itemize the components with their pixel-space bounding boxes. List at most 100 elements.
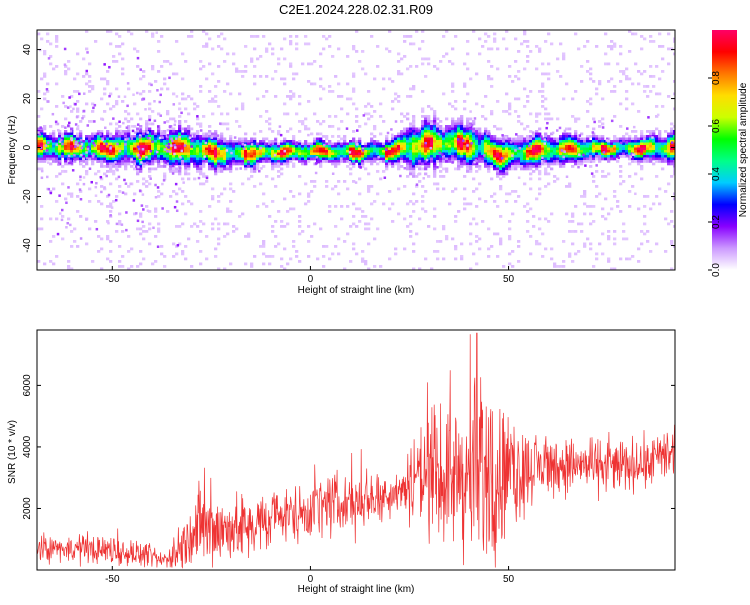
heatmap-cell (370, 185, 374, 188)
heatmap-cell (496, 100, 500, 103)
heatmap-cell (361, 250, 365, 253)
heatmap-cell (178, 107, 182, 111)
heatmap-cell (463, 107, 467, 111)
heatmap-cell (334, 152, 338, 156)
heatmap-cell (583, 145, 587, 148)
heatmap-cell (433, 125, 437, 128)
heatmap-cell (322, 150, 326, 153)
heatmap-cell (469, 157, 473, 161)
heatmap-cell (109, 202, 113, 206)
heatmap-cell (358, 142, 362, 146)
heatmap-cell (529, 130, 533, 133)
heatmap-cell (550, 212, 554, 216)
heatmap-cell (49, 42, 53, 46)
heatmap-cell (586, 40, 590, 43)
heatmap-cell (64, 147, 68, 151)
heatmap-cell (560, 149, 564, 152)
heatmap-cell (652, 132, 656, 136)
heatmap-cell (415, 147, 419, 151)
heatmap-cell (292, 155, 296, 158)
heatmap-cell (526, 145, 530, 148)
heatmap-cell (259, 152, 263, 156)
heatmap-cell (377, 155, 380, 159)
heatmap-cell (235, 152, 239, 156)
heatmap-cell (328, 125, 332, 128)
heatmap-cell (403, 152, 407, 156)
heatmap-cell (382, 77, 386, 81)
heatmap-cell (475, 147, 479, 151)
heatmap-cell (190, 132, 194, 136)
heatmap-cell (421, 155, 425, 158)
heatmap-cell (577, 160, 581, 163)
heatmap-cell (91, 155, 95, 158)
heatmap-cell (340, 95, 344, 98)
heatmap-cell (307, 62, 311, 66)
heatmap-cell (487, 142, 491, 146)
heatmap-cell (640, 230, 644, 233)
heatmap-cell (451, 237, 455, 241)
heatmap-cell (202, 172, 206, 176)
heatmap-cell (283, 57, 287, 61)
heatmap-cell (163, 255, 167, 258)
heatmap-cell (442, 160, 446, 163)
heatmap-cell (170, 137, 173, 141)
heatmap-cell (388, 162, 392, 166)
heatmap-cell (412, 152, 416, 156)
heatmap-cell (334, 160, 338, 163)
heatmap-cell (364, 122, 368, 126)
heatmap-cell (295, 72, 299, 76)
heatmap-cell (619, 257, 623, 261)
heatmap-cell (430, 140, 434, 143)
heatmap-cell (295, 157, 299, 161)
heatmap-cell (139, 165, 143, 168)
heatmap-cell (70, 192, 74, 196)
heatmap-cell (439, 162, 443, 166)
heatmap-cell (631, 255, 635, 258)
heatmap-cell (217, 65, 221, 68)
heatmap-cell (118, 245, 122, 248)
heatmap-cell (466, 157, 470, 161)
heatmap-cell (283, 267, 287, 270)
heatmap-cell (274, 140, 278, 143)
heatmap-cell (112, 105, 116, 108)
heatmap-cell (67, 265, 71, 268)
heatmap-cell (493, 232, 497, 236)
heatmap-cell (406, 157, 410, 161)
heatmap-cell (538, 127, 542, 131)
heatmap-cell (331, 172, 335, 175)
heatmap-cell (181, 160, 185, 163)
heatmap-cell (466, 120, 470, 123)
heatmap-cell (670, 162, 674, 166)
heatmap-cell (58, 212, 62, 215)
heatmap-cell (616, 62, 620, 66)
heatmap-cell (484, 155, 488, 158)
heatmap-cell (565, 140, 569, 143)
heatmap-cell (637, 110, 641, 113)
heatmap-cell (316, 132, 320, 136)
snr-x-tick-label: -50 (105, 574, 120, 585)
heatmap-cell (256, 97, 260, 101)
heatmap-cell (394, 97, 398, 101)
heatmap-cell (253, 75, 257, 78)
heatmap-cell (184, 132, 188, 136)
heatmap-cell (622, 237, 626, 241)
heatmap-cell (43, 147, 47, 151)
heatmap-cell (646, 230, 650, 233)
heatmap-cell (208, 147, 212, 151)
heatmap-cell (139, 150, 143, 153)
heatmap-cell (196, 157, 200, 161)
heatmap-cell (73, 77, 77, 81)
heatmap-cell (445, 160, 449, 163)
heatmap-cell (337, 47, 341, 51)
heatmap-cell (145, 180, 149, 183)
heatmap-cell (193, 140, 197, 143)
heatmap-cell (466, 142, 470, 146)
heatmap-cell (154, 235, 158, 238)
heatmap-cell (109, 250, 113, 253)
heatmap-cell (484, 130, 488, 133)
heatmap-cell (271, 152, 275, 156)
heatmap-cell (226, 82, 230, 86)
heatmap-cell (295, 150, 299, 153)
heatmap-cell (100, 135, 104, 138)
heatmap-cell (412, 150, 416, 153)
